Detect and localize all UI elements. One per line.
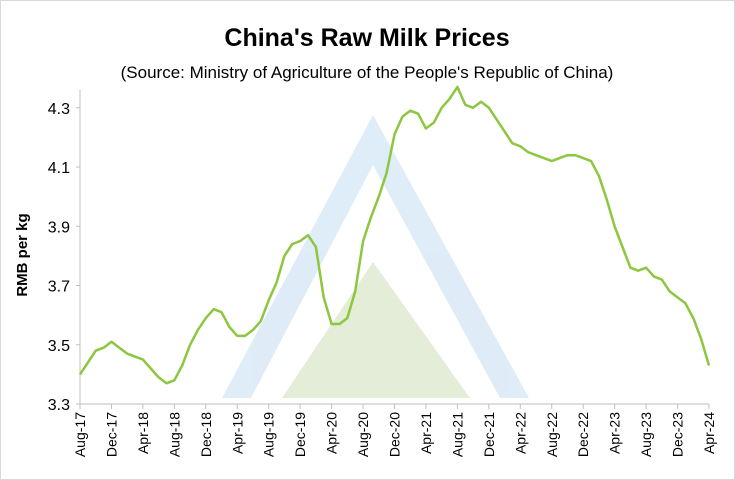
y-tick-label: 3.5 — [48, 338, 70, 355]
x-tick-label: Apr-24 — [701, 412, 717, 454]
y-tick-label: 4.3 — [48, 101, 70, 118]
watermark-chevron — [222, 115, 529, 398]
x-tick-label: Apr-21 — [418, 412, 434, 454]
x-tick-label: Aug-18 — [166, 412, 182, 457]
x-tick-label: Apr-22 — [512, 412, 528, 454]
x-tick-label: Apr-18 — [135, 412, 151, 454]
y-tick-label: 3.7 — [48, 279, 70, 296]
x-tick-label: Dec-21 — [481, 412, 497, 457]
x-tick-label: Apr-19 — [229, 412, 245, 454]
price-line — [78, 85, 711, 385]
x-tick-label: Aug-23 — [638, 412, 654, 457]
x-tick-label: Apr-20 — [324, 412, 340, 454]
x-tick-label: Dec-23 — [670, 412, 686, 457]
x-tick-label: Dec-22 — [575, 412, 591, 457]
chart-title: China's Raw Milk Prices — [224, 24, 509, 52]
x-tick-label: Aug-21 — [449, 412, 465, 457]
x-tick-label: Aug-20 — [355, 412, 371, 457]
chart-subtitle: (Source: Ministry of Agriculture of the … — [121, 63, 614, 82]
x-tick-label: Dec-17 — [103, 412, 119, 457]
x-tick-label: Dec-18 — [198, 412, 214, 457]
x-tick-label: Aug-22 — [544, 412, 560, 457]
y-tick-label: 3.9 — [48, 219, 70, 236]
x-tick-label: Dec-20 — [387, 412, 403, 457]
watermark-triangle — [282, 262, 470, 398]
watermark — [222, 115, 529, 398]
y-tick-label: 3.3 — [48, 397, 70, 414]
x-tick-label: Aug-19 — [261, 412, 277, 457]
y-axis-label: RMB per kg — [14, 213, 31, 296]
y-tick-label: 4.1 — [48, 160, 70, 177]
x-tick-label: Dec-19 — [292, 412, 308, 457]
x-tick-label: Aug-17 — [72, 412, 88, 457]
x-tick-label: Apr-23 — [607, 412, 623, 454]
